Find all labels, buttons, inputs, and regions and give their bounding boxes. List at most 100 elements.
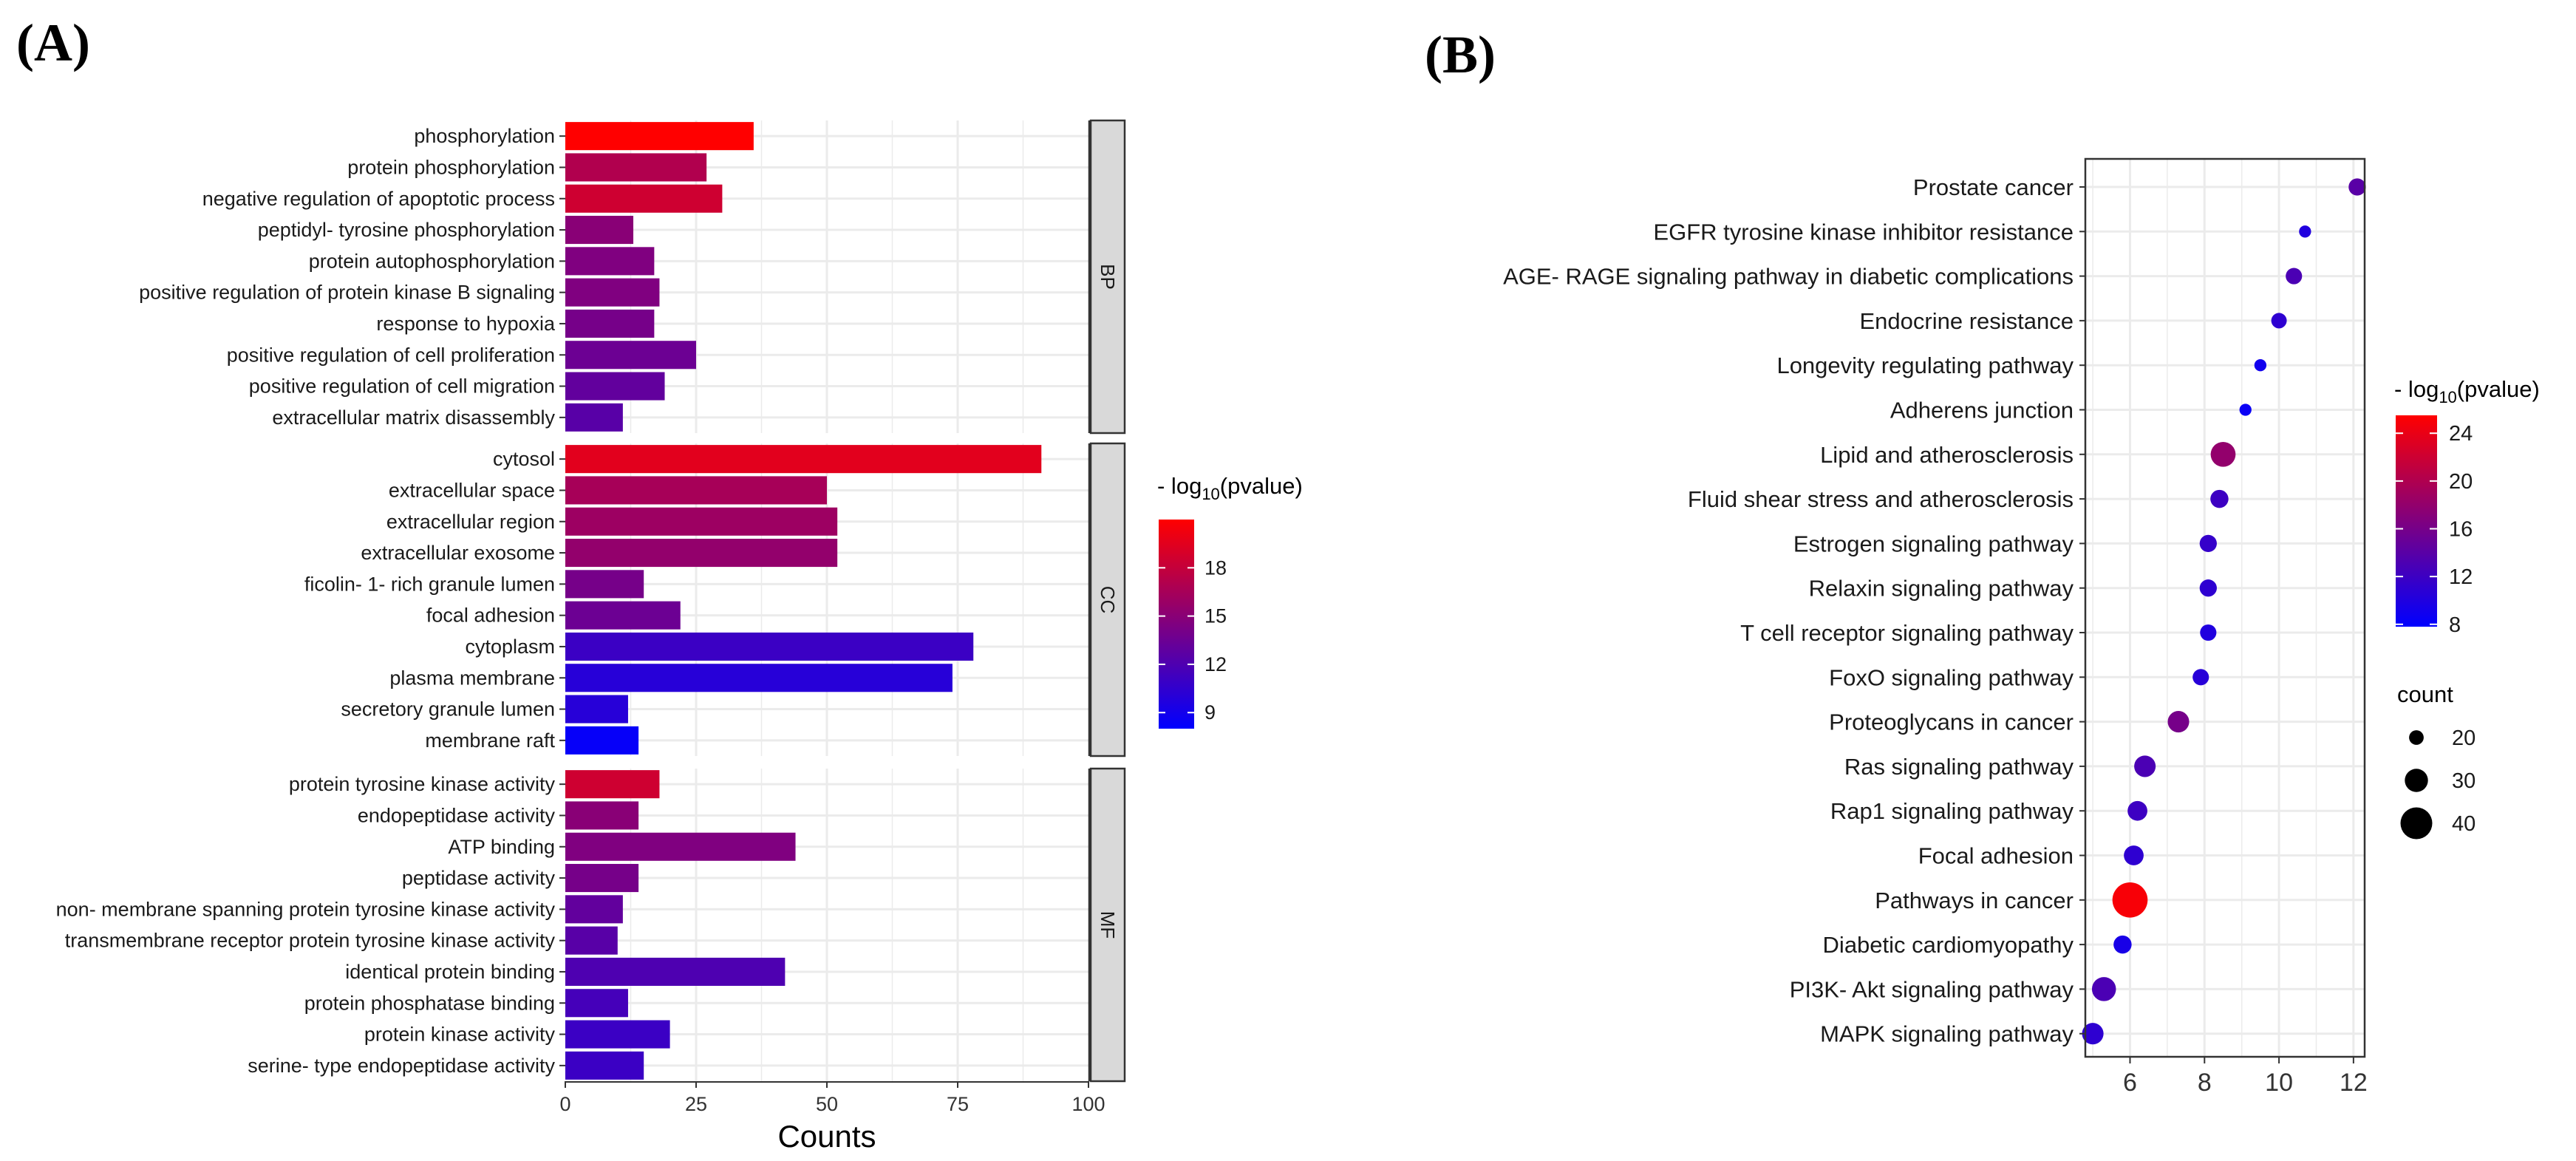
bar-category-label: protein kinase activity [364, 1024, 556, 1046]
data-point [2127, 800, 2147, 821]
x-tick-label: 100 [1071, 1093, 1105, 1115]
x-tick-label: 50 [816, 1093, 838, 1115]
data-point [2082, 1023, 2104, 1045]
color-tick-label: 12 [1204, 653, 1227, 675]
bar-category-label: ficolin- 1- rich granule lumen [304, 573, 555, 595]
data-point [2199, 534, 2217, 553]
kegg-enrichment-dot-plot: Prostate cancer EGFR tyrosine kinase inhi… [1503, 157, 2540, 1097]
data-point [2124, 845, 2144, 865]
x-tick-label: 25 [685, 1093, 707, 1115]
bar [565, 601, 681, 630]
bar-category-label: extracellular exosome [361, 542, 555, 564]
color-tick-label: 8 [2449, 613, 2461, 637]
size-legend: count 20 30 40 [2397, 681, 2476, 840]
color-tick-label: 12 [2449, 565, 2473, 589]
bar-category-label: negative regulation of apoptotic process [202, 188, 555, 210]
pathway-label: Estrogen signaling pathway [1793, 531, 2074, 556]
facet-panel-mf: protein tyrosine kinase activity endopept… [56, 767, 1126, 1083]
x-tick-label: 8 [2198, 1069, 2212, 1097]
color-legend-title: - log10(pvalue) [2394, 376, 2540, 406]
data-point [2200, 624, 2217, 641]
x-tick-label: 6 [2123, 1069, 2137, 1097]
bar-category-label: focal adhesion [426, 605, 555, 627]
bar [565, 926, 618, 955]
plot-background [2085, 159, 2365, 1057]
bar [565, 832, 796, 861]
data-point [2254, 359, 2267, 372]
data-point [2210, 441, 2236, 467]
pathway-label: AGE- RAGE signaling pathway in diabetic … [1503, 264, 2074, 290]
bar [565, 726, 639, 755]
color-legend-title: - log10(pvalue) [1157, 473, 1303, 503]
bar-category-label: response to hypoxia [376, 313, 556, 335]
color-tick-label: 20 [2449, 470, 2473, 494]
bar [565, 507, 838, 536]
color-tick-label: 24 [2449, 422, 2473, 446]
data-point [2091, 977, 2116, 1001]
size-legend-key [2405, 769, 2428, 792]
bar-category-label: cytosol [493, 448, 555, 470]
facet-panel-bp: phosphorylation protein phosphorylation ne… [139, 119, 1126, 435]
facet-strip-label: BP [1097, 264, 1119, 290]
pathway-label: Endocrine resistance [1860, 308, 2074, 334]
bar [565, 864, 639, 893]
bar-category-label: positive regulation of cell proliferatio… [227, 344, 555, 366]
facet-strip [1089, 119, 1126, 435]
color-tick-label: 15 [1204, 605, 1227, 627]
bar-category-label: extracellular region [386, 511, 555, 533]
bar-category-label: extracellular space [389, 479, 555, 501]
bar-category-label: endopeptidase activity [358, 804, 556, 826]
bar [565, 341, 696, 370]
pathway-label: Proteoglycans in cancer [1829, 709, 2074, 735]
data-point [2192, 669, 2209, 686]
pathway-label: Relaxin signaling pathway [1809, 576, 2074, 602]
facet-strip-label: CC [1097, 586, 1119, 614]
bar-category-label: phosphorylation [414, 125, 555, 147]
x-tick-label: 10 [2265, 1069, 2293, 1097]
facet-panel-cc: cytosol extracellular space extracellular … [304, 442, 1126, 757]
bar [565, 770, 660, 799]
data-point [2210, 489, 2229, 508]
data-point [2299, 225, 2311, 238]
bar [565, 632, 974, 661]
bar-category-label: peptidase activity [402, 867, 556, 889]
bar [565, 539, 838, 568]
facet-strip [1089, 442, 1126, 757]
go-enrichment-bar-chart: phosphorylation protein phosphorylation ne… [56, 119, 1303, 1154]
size-legend-label: 20 [2452, 726, 2476, 750]
bar-category-label: non- membrane spanning protein tyrosine … [56, 898, 556, 920]
pathway-label: Ras signaling pathway [1844, 754, 2074, 780]
bar-category-label: protein phosphatase binding [304, 992, 555, 1014]
plot-border [2084, 157, 2366, 1058]
bar-category-label: protein tyrosine kinase activity [289, 773, 556, 795]
data-point [2113, 935, 2132, 954]
bar-category-label: peptidyl- tyrosine phosphorylation [258, 219, 555, 241]
data-point [2134, 755, 2156, 777]
bar [565, 278, 660, 307]
bar [565, 895, 623, 924]
pathway-label: T cell receptor signaling pathway [1740, 620, 2074, 646]
size-legend-label: 30 [2452, 769, 2476, 793]
bar [565, 247, 655, 276]
bar [565, 372, 665, 401]
bar-category-label: identical protein binding [345, 961, 555, 983]
pathway-label: Focal adhesion [1918, 843, 2074, 869]
x-axis-title: Counts [777, 1119, 876, 1154]
bar-category-label: ATP binding [448, 836, 555, 858]
bar [565, 153, 707, 182]
data-point [2199, 579, 2217, 597]
size-legend-title: count [2397, 681, 2453, 707]
pathway-label: MAPK signaling pathway [1820, 1021, 2074, 1047]
size-legend-label: 40 [2452, 812, 2476, 836]
bar [565, 801, 639, 830]
pathway-label: Rap1 signaling pathway [1830, 798, 2074, 824]
pathway-label: EGFR tyrosine kinase inhibitor resistanc… [1653, 219, 2074, 245]
bar-category-label: protein autophosphorylation [309, 250, 555, 272]
bar-category-label: transmembrane receptor protein tyrosine … [65, 930, 556, 952]
data-point [2112, 882, 2148, 918]
bar [565, 664, 953, 692]
color-tick-label: 9 [1204, 701, 1216, 724]
data-point [2348, 178, 2366, 196]
color-tick-label: 18 [1204, 556, 1227, 579]
facet-strip [1089, 767, 1126, 1083]
